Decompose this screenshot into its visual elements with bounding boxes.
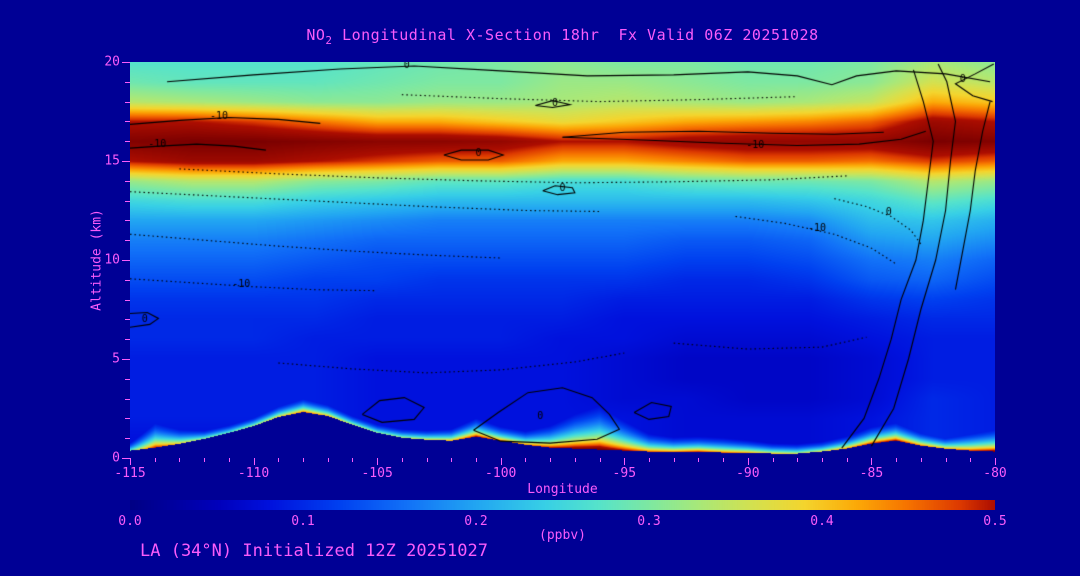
colorbar-tick-label: 0.3 [637, 514, 661, 529]
x-axis-label: Longitude [527, 482, 598, 497]
x-tick [649, 458, 650, 462]
x-tick [451, 458, 453, 462]
x-tick-label: -85 [859, 466, 884, 481]
chart-title-rest: Longitudinal X-Section 18hr Fx Valid 06Z… [332, 26, 819, 44]
y-tick [125, 319, 130, 321]
x-tick [204, 458, 206, 462]
x-tick [476, 458, 477, 462]
x-tick [822, 458, 823, 462]
y-tick [125, 418, 130, 420]
y-tick [122, 161, 130, 162]
y-tick [125, 220, 130, 222]
x-tick [377, 458, 379, 465]
x-tick [154, 458, 156, 462]
colorbar [130, 500, 995, 510]
x-tick-label: -80 [983, 466, 1007, 481]
x-tick [401, 458, 403, 462]
x-tick [278, 458, 280, 462]
x-tick [426, 458, 428, 462]
y-tick [125, 81, 130, 83]
x-tick [253, 458, 255, 465]
colorbar-tick-label: 0.4 [810, 514, 834, 529]
y-tick [125, 398, 130, 400]
x-tick [352, 458, 354, 462]
x-tick [303, 458, 304, 462]
x-tick [797, 458, 799, 462]
y-tick [125, 240, 130, 242]
y-tick [125, 378, 130, 380]
y-tick [125, 299, 130, 301]
colorbar-tick-label: 0.1 [291, 514, 315, 529]
x-tick [970, 458, 972, 462]
x-tick [920, 458, 922, 462]
x-tick [228, 458, 230, 462]
x-tick [747, 458, 749, 465]
x-tick [574, 458, 576, 462]
chart-title-prefix: NO [306, 26, 326, 44]
y-tick-label: 20 [104, 54, 120, 70]
y-tick [122, 62, 130, 63]
x-tick-label: -100 [485, 466, 517, 481]
x-tick-label: -110 [237, 466, 270, 481]
x-tick [327, 458, 329, 462]
x-tick-label: -95 [612, 466, 637, 481]
x-tick [896, 458, 898, 462]
init-annotation: LA (34°N) Initialized 12Z 20251027 [140, 541, 488, 561]
y-tick [122, 359, 130, 360]
y-tick-label: 10 [104, 252, 120, 268]
x-tick [723, 458, 725, 462]
chart-title: NO2 Longitudinal X-Section 18hr Fx Valid… [130, 26, 995, 47]
y-tick [125, 180, 130, 182]
x-tick [130, 458, 131, 465]
colorbar-tick-label: 0.2 [464, 514, 488, 529]
x-tick [673, 458, 675, 462]
y-tick-label: 5 [112, 351, 120, 367]
y-tick [125, 279, 130, 281]
y-tick [125, 200, 130, 202]
x-tick [871, 458, 873, 465]
x-tick [525, 458, 527, 462]
y-tick [125, 141, 130, 143]
x-tick [179, 458, 181, 462]
x-tick [995, 458, 996, 465]
x-tick-label: -90 [736, 466, 760, 481]
x-tick [698, 458, 700, 462]
y-tick [125, 121, 130, 123]
y-tick [122, 260, 130, 261]
x-tick [550, 458, 552, 462]
y-tick [125, 339, 130, 341]
y-tick [125, 438, 130, 440]
x-tick [846, 458, 848, 462]
x-tick [624, 458, 626, 465]
y-tick-label: 0 [112, 450, 120, 466]
y-tick-label: 15 [104, 153, 120, 169]
x-tick-label: -115 [114, 466, 146, 481]
colorbar-tick-label: 0.0 [118, 514, 142, 529]
x-tick [500, 458, 502, 465]
y-tick [125, 101, 130, 103]
y-tick [122, 458, 130, 459]
colorbar-units-label: (ppbv) [539, 528, 586, 543]
chart-title-subscript: 2 [325, 34, 333, 47]
x-tick [772, 458, 774, 462]
x-tick [599, 458, 601, 462]
x-tick [945, 458, 947, 462]
x-tick-label: -105 [361, 466, 393, 481]
heatmap-plot-canvas [130, 62, 995, 458]
colorbar-tick-label: 0.5 [983, 514, 1007, 529]
